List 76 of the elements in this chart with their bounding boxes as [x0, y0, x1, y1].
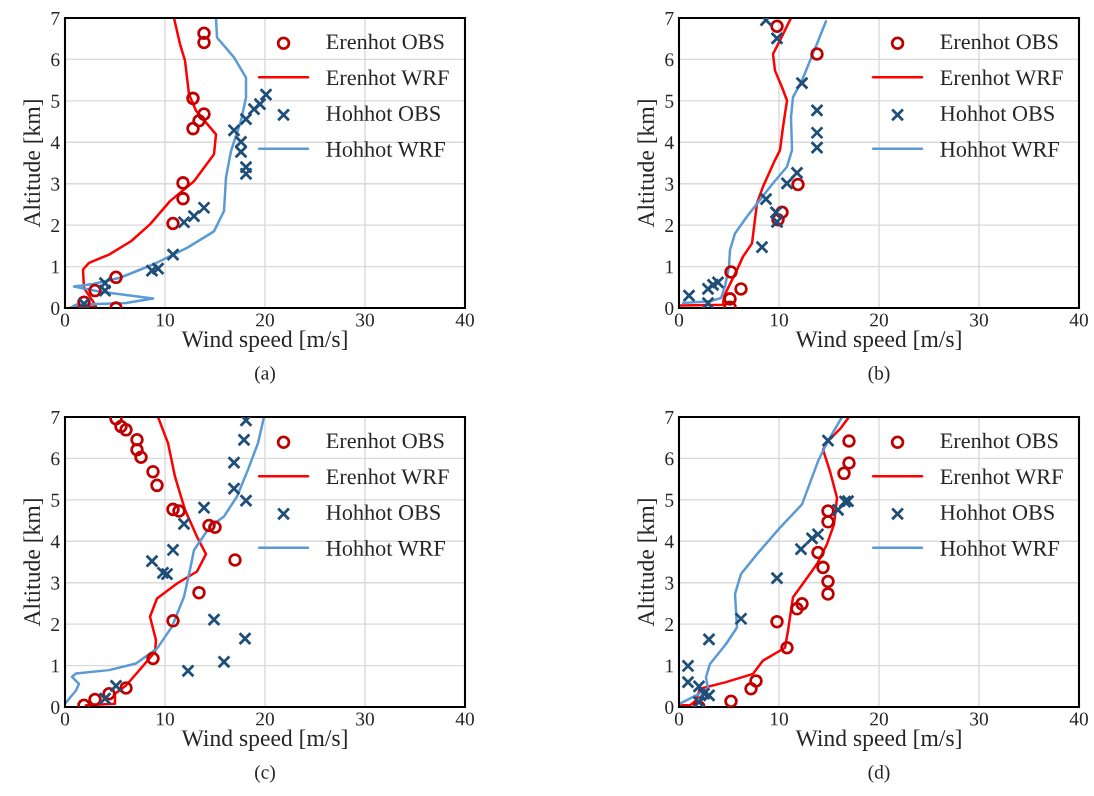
x-tick-label: 40	[1069, 712, 1088, 726]
y-tick-label: 1	[666, 659, 673, 673]
legend-label: Erenhot OBS	[326, 33, 444, 50]
x-tick-label: 30	[970, 313, 988, 327]
legend-label: Hohhot OBS	[326, 105, 440, 122]
legend-label: Hohhot WRF	[326, 141, 445, 157]
x-axis-title: Wind speed [m/s]	[795, 729, 961, 751]
legend-label: Erenhot OBS	[940, 432, 1058, 449]
y-tick-label: 2	[665, 219, 674, 232]
text: (a)	[255, 366, 275, 384]
x-tick-label: 10	[770, 712, 788, 726]
x-tick-label: 40	[455, 313, 474, 327]
y-tick-label: 6	[665, 452, 674, 466]
legend-label: Erenhot WRF	[940, 69, 1063, 86]
x-axis-title: Wind speed [m/s]	[795, 330, 961, 352]
y-tick-label: 2	[665, 618, 674, 631]
y-tick-label: 7	[51, 411, 60, 424]
y-tick-label: 4	[50, 535, 60, 549]
legend-label: Erenhot WRF	[940, 468, 1063, 485]
y-tick-label: 1	[52, 659, 59, 673]
legend-label: Erenhot OBS	[326, 432, 444, 449]
legend-label: Hohhot WRF	[326, 540, 445, 556]
y-tick-label: 0	[665, 700, 674, 714]
y-tick-label: 5	[51, 94, 60, 108]
legend-label: Hohhot OBS	[940, 504, 1054, 521]
x-tick-label: 40	[1069, 313, 1088, 327]
x-tick-label: 30	[970, 712, 988, 726]
y-axis-title: Altitude [km]	[23, 499, 43, 627]
y-tick-label: 6	[665, 53, 674, 67]
y-tick-label: 5	[51, 493, 60, 507]
text: (b)	[868, 366, 890, 384]
y-axis-title: Altitude [km]	[23, 100, 43, 228]
y-tick-label: 2	[51, 219, 60, 232]
x-axis-title: Wind speed [m/s]	[181, 330, 347, 352]
y-tick-label: 1	[666, 260, 673, 274]
x-axis-title: Wind speed [m/s]	[181, 729, 347, 751]
x-tick-label: 20	[870, 712, 888, 726]
y-tick-label: 5	[665, 493, 674, 507]
x-tick-label: 10	[156, 313, 174, 327]
x-tick-label: 40	[455, 712, 474, 726]
y-tick-label: 3	[665, 177, 674, 191]
x-tick-label: 20	[256, 712, 274, 726]
y-axis-title: Altitude [km]	[637, 100, 657, 228]
y-axis-title: Altitude [km]	[637, 499, 657, 627]
legend-label: Erenhot WRF	[326, 468, 449, 485]
x-tick-label: 30	[356, 313, 374, 327]
y-tick-label: 0	[665, 301, 674, 315]
y-tick-label: 7	[665, 12, 674, 25]
y-tick-label: 6	[51, 53, 60, 67]
text: (c)	[255, 765, 275, 783]
legend-label: Erenhot WRF	[326, 69, 449, 86]
x-tick-label: 20	[256, 313, 274, 327]
legend-label: Hohhot OBS	[326, 504, 440, 521]
y-tick-label: 6	[51, 452, 60, 466]
y-tick-label: 3	[665, 576, 674, 590]
x-tick-label: 10	[156, 712, 174, 726]
y-tick-label: 3	[51, 576, 60, 590]
legend-label: Hohhot OBS	[940, 105, 1054, 122]
x-tick-label: 30	[356, 712, 374, 726]
x-tick-label: 20	[870, 313, 888, 327]
y-tick-label: 1	[52, 260, 59, 274]
x-tick-label: 10	[770, 313, 788, 327]
y-tick-label: 7	[51, 12, 60, 25]
y-tick-label: 4	[664, 535, 674, 549]
y-tick-label: 4	[50, 136, 60, 150]
legend-label: Hohhot WRF	[940, 141, 1059, 157]
text: (d)	[868, 765, 890, 783]
legend-label: Hohhot WRF	[940, 540, 1059, 556]
y-tick-label: 0	[51, 700, 60, 714]
y-tick-label: 0	[51, 301, 60, 315]
y-tick-label: 5	[665, 94, 674, 108]
legend-label: Erenhot OBS	[940, 33, 1058, 50]
y-tick-label: 7	[665, 411, 674, 424]
y-tick-label: 4	[664, 136, 674, 150]
y-tick-label: 3	[51, 177, 60, 191]
y-tick-label: 2	[51, 618, 60, 631]
